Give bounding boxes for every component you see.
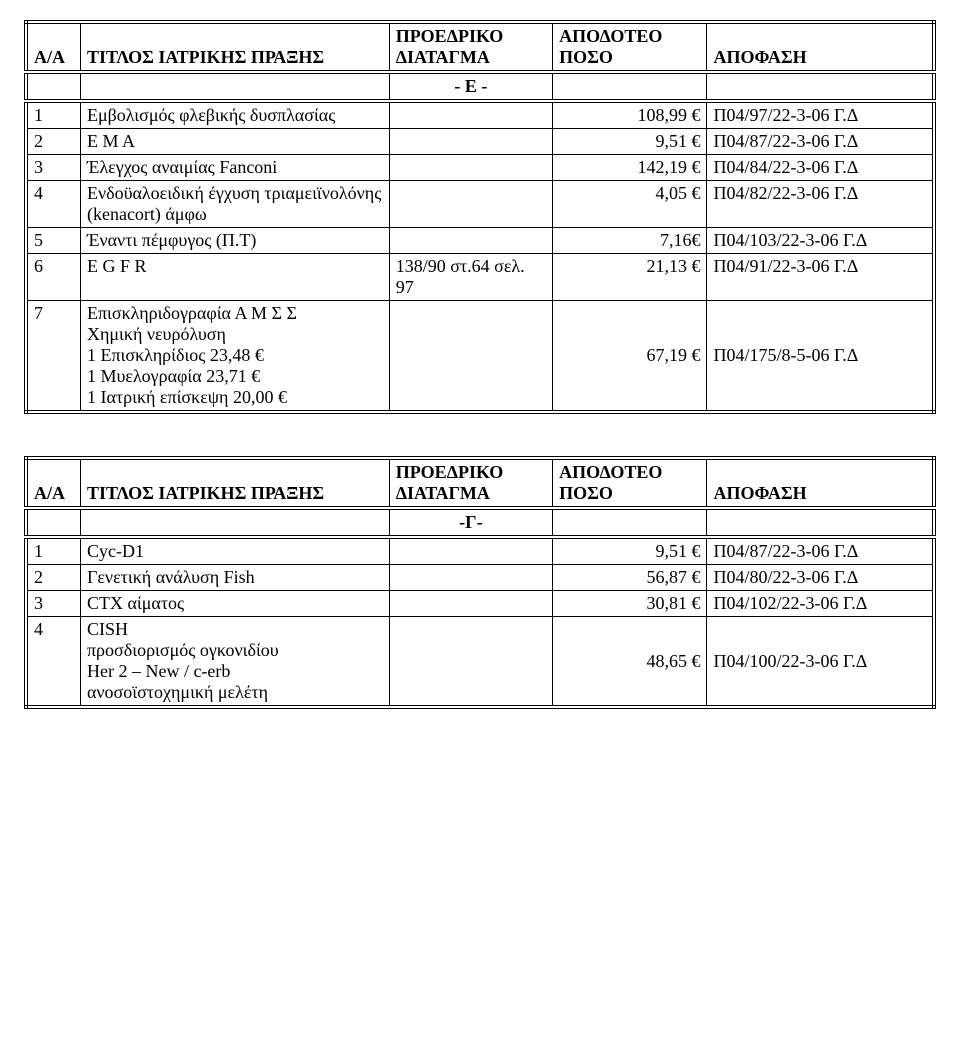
cell-title: CISH προσδιορισμός ογκονιδίου Her 2 – Ne… <box>80 617 389 708</box>
cell-decree <box>389 129 552 155</box>
th-decree: ΠΡΟΕΔΡΙΚΟ ΔΙΑΤΑΓΜΑ <box>389 22 552 72</box>
cell-decision: Π04/100/22-3-06 Γ.Δ <box>707 617 934 708</box>
th-amount: ΑΠΟΔΟΤΕΟ ΠΟΣΟ <box>553 22 707 72</box>
cell-title: Εμβολισμός φλεβικής δυσπλασίας <box>80 101 389 129</box>
separator-label: -Γ- <box>389 508 552 537</box>
th-aa: Α/Α <box>26 22 80 72</box>
cell-title: Ενδοϋαλοειδική έγχυση τριαμειϊνολόνης (k… <box>80 181 389 228</box>
th-decision: ΑΠΟΦΑΣΗ <box>707 458 934 508</box>
separator-label: - Ε - <box>389 72 552 101</box>
cell-decree <box>389 565 552 591</box>
cell-decree <box>389 101 552 129</box>
cell-n: 7 <box>26 301 80 413</box>
cell-decree <box>389 301 552 413</box>
cell-title: Έλεγχος αναιμίας Fanconi <box>80 155 389 181</box>
table-epsilon-separator: - Ε - <box>26 72 934 101</box>
table-epsilon: Α/Α ΤΙΤΛΟΣ ΙΑΤΡΙΚΗΣ ΠΡΑΞΗΣ ΠΡΟΕΔΡΙΚΟ ΔΙΑ… <box>24 20 936 414</box>
th-title: ΤΙΤΛΟΣ ΙΑΤΡΙΚΗΣ ΠΡΑΞΗΣ <box>80 22 389 72</box>
cell-amount: 9,51 € <box>553 537 707 565</box>
table-row: 1 Εμβολισμός φλεβικής δυσπλασίας 108,99 … <box>26 101 934 129</box>
table-row: 4 CISH προσδιορισμός ογκονιδίου Her 2 – … <box>26 617 934 708</box>
cell-amount: 108,99 € <box>553 101 707 129</box>
cell-decree <box>389 155 552 181</box>
cell-n: 1 <box>26 101 80 129</box>
cell-amount: 4,05 € <box>553 181 707 228</box>
cell-title: Έναντι πέμφυγος (Π.Τ) <box>80 228 389 254</box>
cell-decree <box>389 591 552 617</box>
table-row: 2 Γενετική ανάλυση Fish 56,87 € Π04/80/2… <box>26 565 934 591</box>
th-aa: Α/Α <box>26 458 80 508</box>
table-gamma: Α/Α ΤΙΤΛΟΣ ΙΑΤΡΙΚΗΣ ΠΡΑΞΗΣ ΠΡΟΕΔΡΙΚΟ ΔΙΑ… <box>24 456 936 709</box>
cell-title: CTX αίματος <box>80 591 389 617</box>
cell-decision: Π04/103/22-3-06 Γ.Δ <box>707 228 934 254</box>
cell-amount: 30,81 € <box>553 591 707 617</box>
cell-decision: Π04/80/22-3-06 Γ.Δ <box>707 565 934 591</box>
cell-n: 3 <box>26 591 80 617</box>
th-decision: ΑΠΟΦΑΣΗ <box>707 22 934 72</box>
cell-amount: 67,19 € <box>553 301 707 413</box>
cell-n: 2 <box>26 565 80 591</box>
cell-decree <box>389 617 552 708</box>
cell-n: 2 <box>26 129 80 155</box>
table-row: 5 Έναντι πέμφυγος (Π.Τ) 7,16€ Π04/103/22… <box>26 228 934 254</box>
cell-title: Επισκληριδογραφία Α Μ Σ Σ Χημική νευρόλυ… <box>80 301 389 413</box>
cell-title: Cyc-D1 <box>80 537 389 565</box>
cell-n: 1 <box>26 537 80 565</box>
cell-amount: 142,19 € <box>553 155 707 181</box>
cell-title: Ε Μ Α <box>80 129 389 155</box>
table-row: 6 E G F R 138/90 στ.64 σελ. 97 21,13 € Π… <box>26 254 934 301</box>
cell-n: 4 <box>26 617 80 708</box>
cell-amount: 48,65 € <box>553 617 707 708</box>
cell-amount: 7,16€ <box>553 228 707 254</box>
cell-decision: Π04/102/22-3-06 Γ.Δ <box>707 591 934 617</box>
table-row: 2 Ε Μ Α 9,51 € Π04/87/22-3-06 Γ.Δ <box>26 129 934 155</box>
cell-decision: Π04/84/22-3-06 Γ.Δ <box>707 155 934 181</box>
cell-amount: 56,87 € <box>553 565 707 591</box>
cell-decision: Π04/87/22-3-06 Γ.Δ <box>707 129 934 155</box>
cell-n: 5 <box>26 228 80 254</box>
table-row: 7 Επισκληριδογραφία Α Μ Σ Σ Χημική νευρό… <box>26 301 934 413</box>
cell-decree <box>389 537 552 565</box>
cell-decree <box>389 228 552 254</box>
table-row: 3 CTX αίματος 30,81 € Π04/102/22-3-06 Γ.… <box>26 591 934 617</box>
cell-decision: Π04/175/8-5-06 Γ.Δ <box>707 301 934 413</box>
cell-amount: 21,13 € <box>553 254 707 301</box>
cell-decree <box>389 181 552 228</box>
cell-decision: Π04/82/22-3-06 Γ.Δ <box>707 181 934 228</box>
cell-decision: Π04/91/22-3-06 Γ.Δ <box>707 254 934 301</box>
cell-title: Γενετική ανάλυση Fish <box>80 565 389 591</box>
cell-title: E G F R <box>80 254 389 301</box>
table-row: 1 Cyc-D1 9,51 € Π04/87/22-3-06 Γ.Δ <box>26 537 934 565</box>
cell-decision: Π04/97/22-3-06 Γ.Δ <box>707 101 934 129</box>
cell-decision: Π04/87/22-3-06 Γ.Δ <box>707 537 934 565</box>
table-gamma-head: Α/Α ΤΙΤΛΟΣ ΙΑΤΡΙΚΗΣ ΠΡΑΞΗΣ ΠΡΟΕΔΡΙΚΟ ΔΙΑ… <box>26 458 934 508</box>
th-decree: ΠΡΟΕΔΡΙΚΟ ΔΙΑΤΑΓΜΑ <box>389 458 552 508</box>
table-gamma-separator: -Γ- <box>26 508 934 537</box>
table-epsilon-head: Α/Α ΤΙΤΛΟΣ ΙΑΤΡΙΚΗΣ ΠΡΑΞΗΣ ΠΡΟΕΔΡΙΚΟ ΔΙΑ… <box>26 22 934 72</box>
cell-n: 3 <box>26 155 80 181</box>
table-row: 4 Ενδοϋαλοειδική έγχυση τριαμειϊνολόνης … <box>26 181 934 228</box>
cell-n: 4 <box>26 181 80 228</box>
th-amount: ΑΠΟΔΟΤΕΟ ΠΟΣΟ <box>553 458 707 508</box>
th-title: ΤΙΤΛΟΣ ΙΑΤΡΙΚΗΣ ΠΡΑΞΗΣ <box>80 458 389 508</box>
cell-n: 6 <box>26 254 80 301</box>
cell-amount: 9,51 € <box>553 129 707 155</box>
table-row: 3 Έλεγχος αναιμίας Fanconi 142,19 € Π04/… <box>26 155 934 181</box>
cell-decree: 138/90 στ.64 σελ. 97 <box>389 254 552 301</box>
